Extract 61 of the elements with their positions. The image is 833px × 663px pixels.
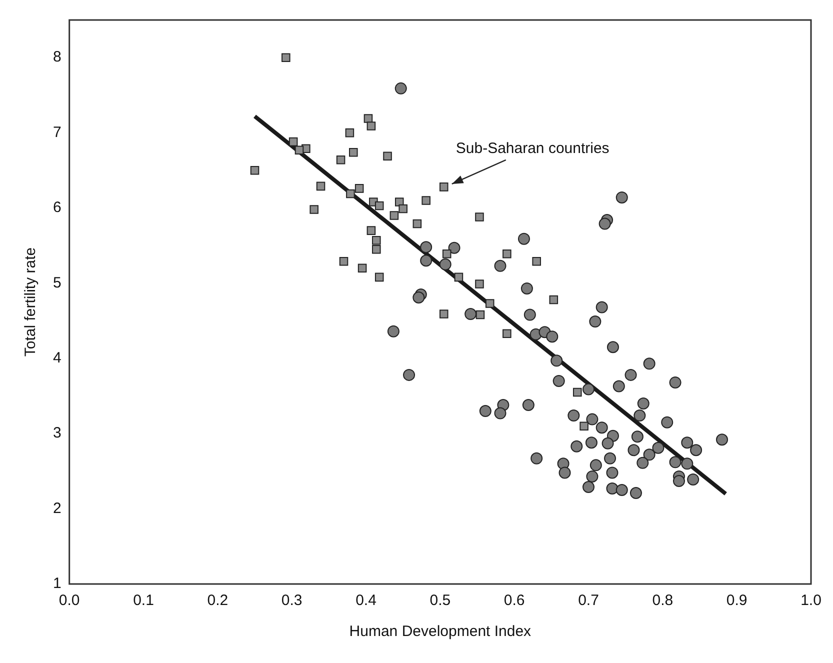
point [372, 236, 381, 245]
point [282, 53, 290, 62]
y-axis-title: Total fertility rate [22, 247, 40, 357]
point [288, 137, 298, 146]
point [372, 244, 381, 254]
y-tick-label: 1 [53, 575, 62, 592]
point [532, 257, 541, 266]
x-tick-label: 0.7 [578, 592, 599, 610]
x-tick-label: 0.1 [133, 592, 154, 610]
x-tick-label: 0.8 [652, 592, 674, 610]
point [339, 257, 348, 266]
point [549, 295, 558, 304]
x-tick-label: 0.5 [430, 592, 451, 610]
point [349, 148, 358, 157]
x-tick-label: 0.4 [356, 592, 376, 610]
y-tick-label: 2 [53, 500, 62, 517]
y-tick-label: 3 [53, 424, 62, 442]
x-tick-label: 0.9 [726, 592, 748, 610]
point [439, 310, 448, 318]
y-tick-label: 5 [53, 274, 62, 292]
point [374, 272, 384, 282]
y-tick-label: 6 [53, 199, 62, 216]
x-tick-label: 0.2 [207, 592, 228, 610]
point [366, 226, 376, 235]
x-tick-label: 0.6 [504, 592, 525, 610]
y-tick-label: 7 [53, 124, 62, 141]
annotation: Sub-Saharan countries [456, 140, 610, 158]
point [502, 329, 512, 338]
point [336, 155, 346, 164]
point [366, 122, 376, 130]
y-tick-label: 8 [53, 48, 62, 66]
point [294, 146, 304, 154]
point [345, 128, 354, 138]
point [422, 196, 430, 205]
point [476, 310, 485, 320]
point [374, 201, 384, 210]
point [572, 388, 582, 397]
point [358, 264, 367, 273]
point [502, 249, 512, 258]
point [580, 422, 588, 430]
point [346, 189, 355, 198]
point [475, 212, 484, 222]
point [390, 211, 399, 220]
point [442, 249, 452, 258]
x-tick-label: 0.3 [281, 592, 302, 610]
x-tick-label: 1.0 [800, 592, 822, 610]
point [364, 114, 373, 123]
point [485, 299, 494, 308]
point [354, 184, 364, 193]
point [250, 166, 260, 175]
point [310, 205, 318, 214]
x-axis-title: Human Development Index [349, 623, 532, 640]
y-tick-label: 4 [53, 350, 62, 367]
point [398, 204, 408, 214]
x-tick-label: 0.0 [58, 592, 80, 610]
point [454, 272, 464, 282]
point [316, 182, 326, 191]
point [383, 152, 392, 160]
point [475, 280, 484, 288]
point [412, 219, 422, 228]
point [439, 182, 448, 192]
